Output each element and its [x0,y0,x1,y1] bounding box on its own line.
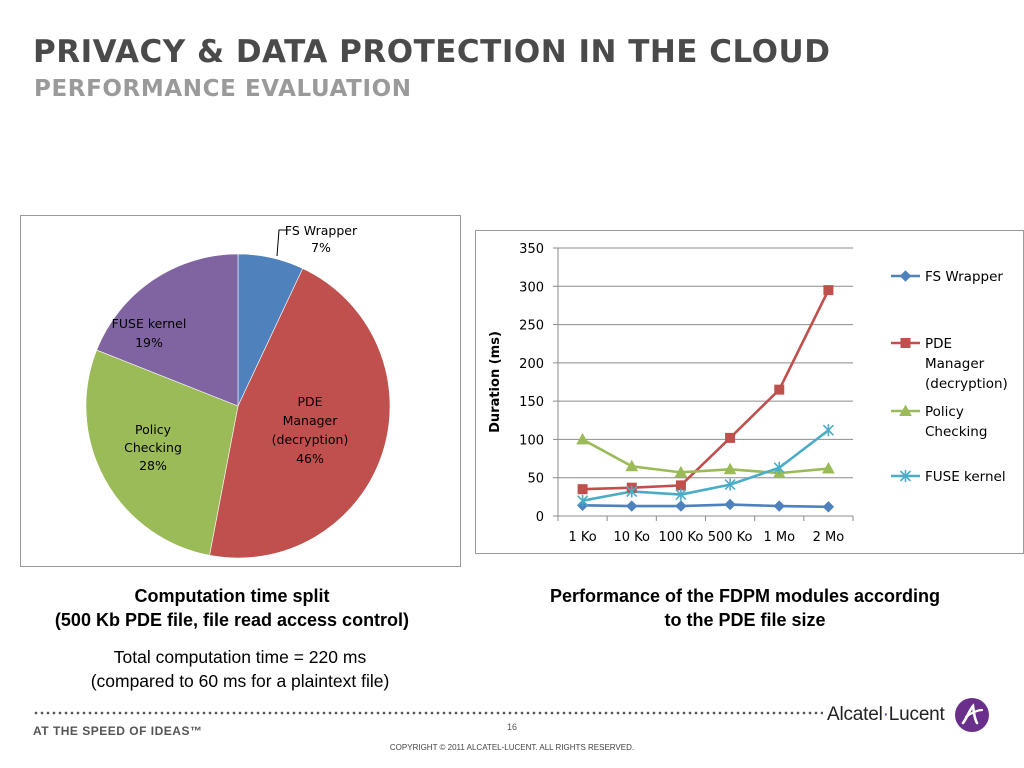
y-axis-label: Duration (ms) [488,331,503,433]
legend-marker-fuse-kernel [899,470,912,482]
pie-leader-line [276,229,287,257]
data-point-fuse-kernel [626,485,638,498]
legend-marker-pde-manager-decryption [900,338,911,348]
data-point-fs-wrapper [626,500,638,512]
series-line-policy-checking [581,438,829,475]
pie-label-fs-wrapper: FS Wrapper 7% [285,223,358,255]
pie-chart-caption: Computation time split (500 Kb PDE file,… [22,584,442,632]
footer-tagline: AT THE SPEED OF IDEAS™ [33,724,203,738]
data-point-fs-wrapper [675,500,687,512]
data-point-fs-wrapper [724,498,736,511]
y-tick-label: 50 [527,472,544,487]
data-point-policy-checking [723,462,737,475]
slide-subtitle: PERFORMANCE EVALUATION [34,76,412,102]
legend-marker-policy-checking [899,404,912,416]
footer-dotted-divider [33,711,823,715]
data-point-fuse-kernel [675,488,687,501]
data-point-pde-manager-decryption [725,432,736,443]
data-point-fuse-kernel [724,478,736,491]
legend-label-fs-wrapper: FS Wrapper [925,269,1003,285]
data-point-policy-checking [822,461,835,474]
brand-wordmark: Alcatel·Lucent [827,704,945,726]
series-line-pde-manager-decryption [582,289,830,491]
brand-part2: Lucent [888,704,945,725]
pie-label-pde-manager-decryption: PDE Manager (decryption) 46% [272,394,349,466]
pie-slice-fuse-kernel [96,253,239,407]
brand-separator: · [882,704,889,725]
data-point-policy-checking [625,459,639,472]
note-line2: (compared to 60 ms for a plaintext file) [90,671,390,691]
x-tick-label: 1 Ko [568,530,596,545]
pie-caption-line1: Computation time split [134,586,330,606]
pie-label-policy-checking: Policy Checking 28% [124,422,182,473]
data-point-fs-wrapper [822,501,835,513]
line-chart-caption: Performance of the FDPM modules accordin… [520,584,970,632]
series-line-fs-wrapper [582,503,829,509]
brand-part1: Alcatel [827,704,883,725]
y-tick-label: 150 [519,395,544,410]
pie-slice-pde-manager-decryption [209,268,391,559]
data-point-fuse-kernel [822,424,834,437]
pie-label-fuse-kernel: FUSE kernel 19% [112,316,187,350]
data-point-fs-wrapper [773,500,785,512]
x-tick-label: 1 Mo [763,530,795,545]
line-caption-line1: Performance of the FDPM modules accordin… [549,586,941,606]
note-line1: Total computation time = 220 ms [113,647,367,667]
data-point-pde-manager-decryption [577,484,588,495]
data-point-pde-manager-decryption [675,480,686,491]
y-tick-label: 100 [519,433,544,448]
pie-caption-line2: (500 Kb PDE file, file read access contr… [54,610,410,630]
line-chart: 0 50 100 150 200 250 300 350 1 Ko 10 Ko 100 Ko 500 … [488,242,1008,545]
x-tick-label: 10 Ko [613,530,650,545]
alcatel-lucent-logo-icon [955,698,989,732]
y-tick-label: 200 [519,357,544,372]
copyright-notice: COPYRIGHT © 2011 ALCATEL-LUCENT. ALL RIG… [389,743,635,752]
y-tick-label: 250 [519,319,544,334]
data-point-pde-manager-decryption [774,384,785,395]
computation-time-note: Total computation time = 220 ms (compare… [40,645,440,693]
y-tick-label: 350 [519,242,544,257]
pie-chart: FS Wrapper 7% PDE Manager (decryption) 46% Pol… [85,223,391,559]
data-point-policy-checking [576,432,589,445]
y-tick-label: 300 [519,280,544,295]
pie-chart-frame: FS Wrapper 7% PDE Manager (decryption) 46% Pol… [20,215,461,567]
x-tick-label: 500 Ko [708,530,753,545]
legend-label-policy-checking: Policy Checking [925,404,987,440]
x-tick-label: 2 Mo [813,530,845,545]
slide-title: PRIVACY & DATA PROTECTION IN THE CLOUD [33,34,831,70]
line-chart-frame: 0 50 100 150 200 250 300 350 1 Ko 10 Ko 100 Ko 500 … [475,230,1024,554]
pie-slice-policy-checking [85,349,239,556]
series-line-fuse-kernel [582,429,830,502]
legend-label-pde-manager-decryption: PDE Manager (decryption) [925,336,1008,392]
legend-label-fuse-kernel: FUSE kernel [925,469,1006,485]
y-tick-label: 0 [536,510,544,525]
data-point-pde-manager-decryption [823,285,834,296]
data-point-policy-checking [674,465,688,478]
line-caption-line2: to the PDE file size [664,610,826,630]
page-number: 16 [506,722,517,732]
data-point-fuse-kernel [773,461,785,474]
data-point-fuse-kernel [577,494,589,507]
legend-marker-fs-wrapper [899,270,912,282]
x-tick-label: 100 Ko [659,530,704,545]
